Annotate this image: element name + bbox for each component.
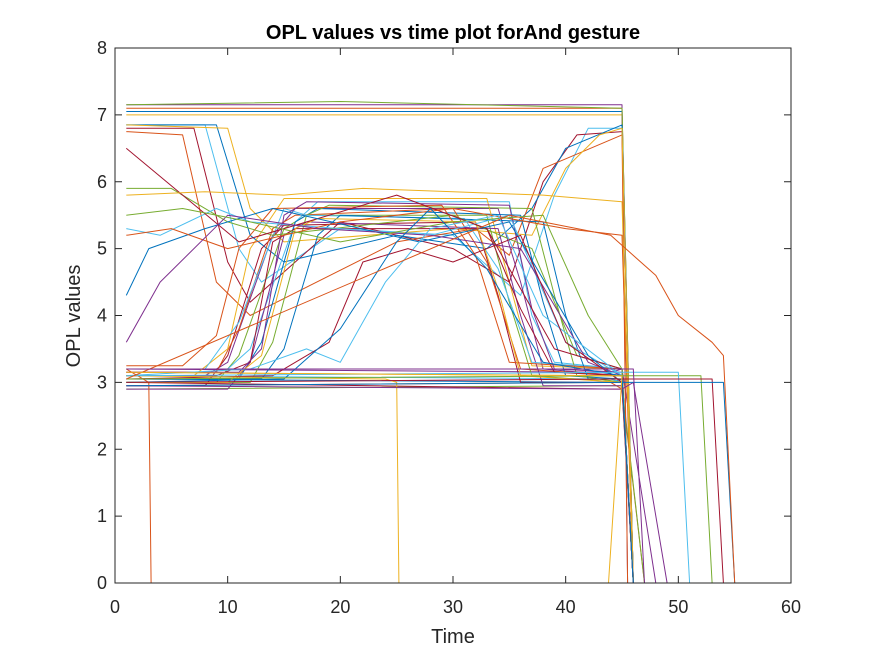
- tick-layer: 0 10 20 30 40 50 60 0 1 2 3 4 5 6 7 8: [97, 38, 801, 617]
- series-line: [126, 187, 634, 584]
- series-line: [126, 381, 736, 584]
- series-line: [126, 127, 634, 584]
- x-tick-label: 40: [556, 597, 576, 617]
- series-line: [126, 208, 634, 584]
- series-line: [126, 124, 634, 584]
- y-tick-label: 5: [97, 239, 107, 259]
- x-tick-label: 10: [218, 597, 238, 617]
- series-line: [126, 208, 634, 584]
- y-tick-label: 3: [97, 372, 107, 392]
- y-axis-label: OPL values: [63, 265, 85, 368]
- y-tick-label: 4: [97, 306, 107, 326]
- series-line: [126, 201, 634, 584]
- y-tick-label: 2: [97, 439, 107, 459]
- y-tick-label: 7: [97, 105, 107, 125]
- x-axis-label: Time: [431, 626, 475, 648]
- x-tick-label: 20: [330, 597, 350, 617]
- series-line: [125, 147, 634, 584]
- series-line: [126, 208, 634, 584]
- series-line: [126, 368, 645, 584]
- series-line: [126, 124, 634, 584]
- x-tick-label: 60: [781, 597, 801, 617]
- series-line: [126, 234, 634, 584]
- y-tick-label: 0: [97, 573, 107, 593]
- x-tick-label: 0: [110, 597, 120, 617]
- y-tick-label: 8: [97, 38, 107, 58]
- series-line: [126, 221, 634, 584]
- series-line: [126, 214, 634, 584]
- series-layer: [125, 101, 736, 584]
- series-line: [126, 381, 668, 584]
- x-tick-label: 50: [668, 597, 688, 617]
- y-tick-label: 1: [97, 506, 107, 526]
- chart-title: OPL values vs time plot forAnd gesture: [266, 22, 640, 44]
- series-line: [126, 214, 736, 584]
- series-line: [125, 214, 634, 584]
- series-line: [126, 378, 724, 584]
- series-line: [126, 371, 623, 584]
- x-tick-label: 30: [443, 597, 463, 617]
- y-tick-label: 6: [97, 172, 107, 192]
- series-line: [126, 375, 713, 584]
